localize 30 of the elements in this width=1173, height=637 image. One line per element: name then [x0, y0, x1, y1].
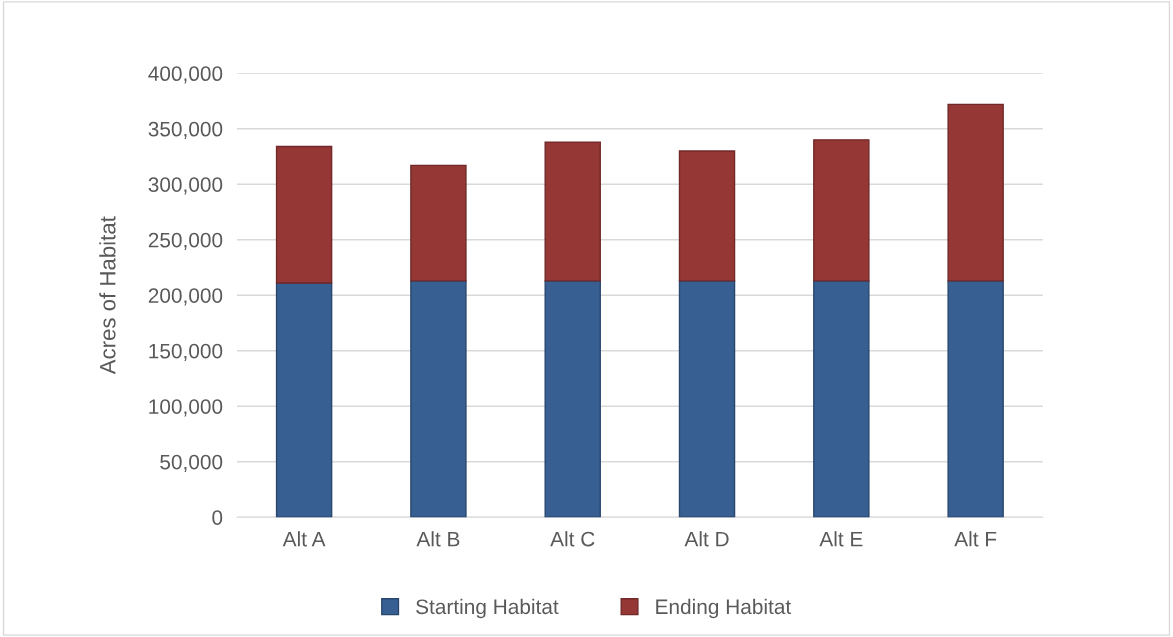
y-tick-label: 400,000: [148, 66, 223, 84]
x-tick-label: Alt E: [819, 531, 863, 547]
y-axis-title: Acres of Habitat: [99, 216, 116, 375]
legend-label: Ending Habitat: [656, 598, 792, 619]
legend-label: Starting Habitat: [416, 598, 559, 619]
bar: [813, 139, 870, 282]
y-tick-label: 300,000: [148, 177, 223, 195]
bar: [275, 145, 333, 284]
y-tick-label: 50,000: [160, 454, 223, 472]
bar: [410, 164, 467, 282]
bar: [947, 280, 1004, 518]
y-tick-label: 200,000: [148, 288, 223, 306]
x-tick-label: Alt A: [282, 531, 326, 547]
x-tick-label: Alt D: [684, 531, 729, 547]
x-tick-label: Alt C: [550, 531, 595, 547]
y-tick-label: 150,000: [149, 343, 223, 361]
bar: [544, 280, 601, 518]
bar: [544, 141, 601, 282]
bar: [410, 280, 467, 518]
bar: [275, 282, 333, 518]
x-tick-label: Alt B: [416, 531, 460, 547]
bar: [947, 103, 1004, 282]
y-tick-label: 100,000: [149, 399, 223, 417]
bar: [678, 280, 736, 518]
y-tick-label: 0: [212, 510, 223, 525]
y-tick-label: 350,000: [148, 121, 223, 139]
y-tick-label: 250,000: [148, 232, 223, 250]
x-tick-label: Alt F: [954, 531, 997, 547]
bar: [813, 280, 870, 518]
bar: [678, 150, 736, 282]
